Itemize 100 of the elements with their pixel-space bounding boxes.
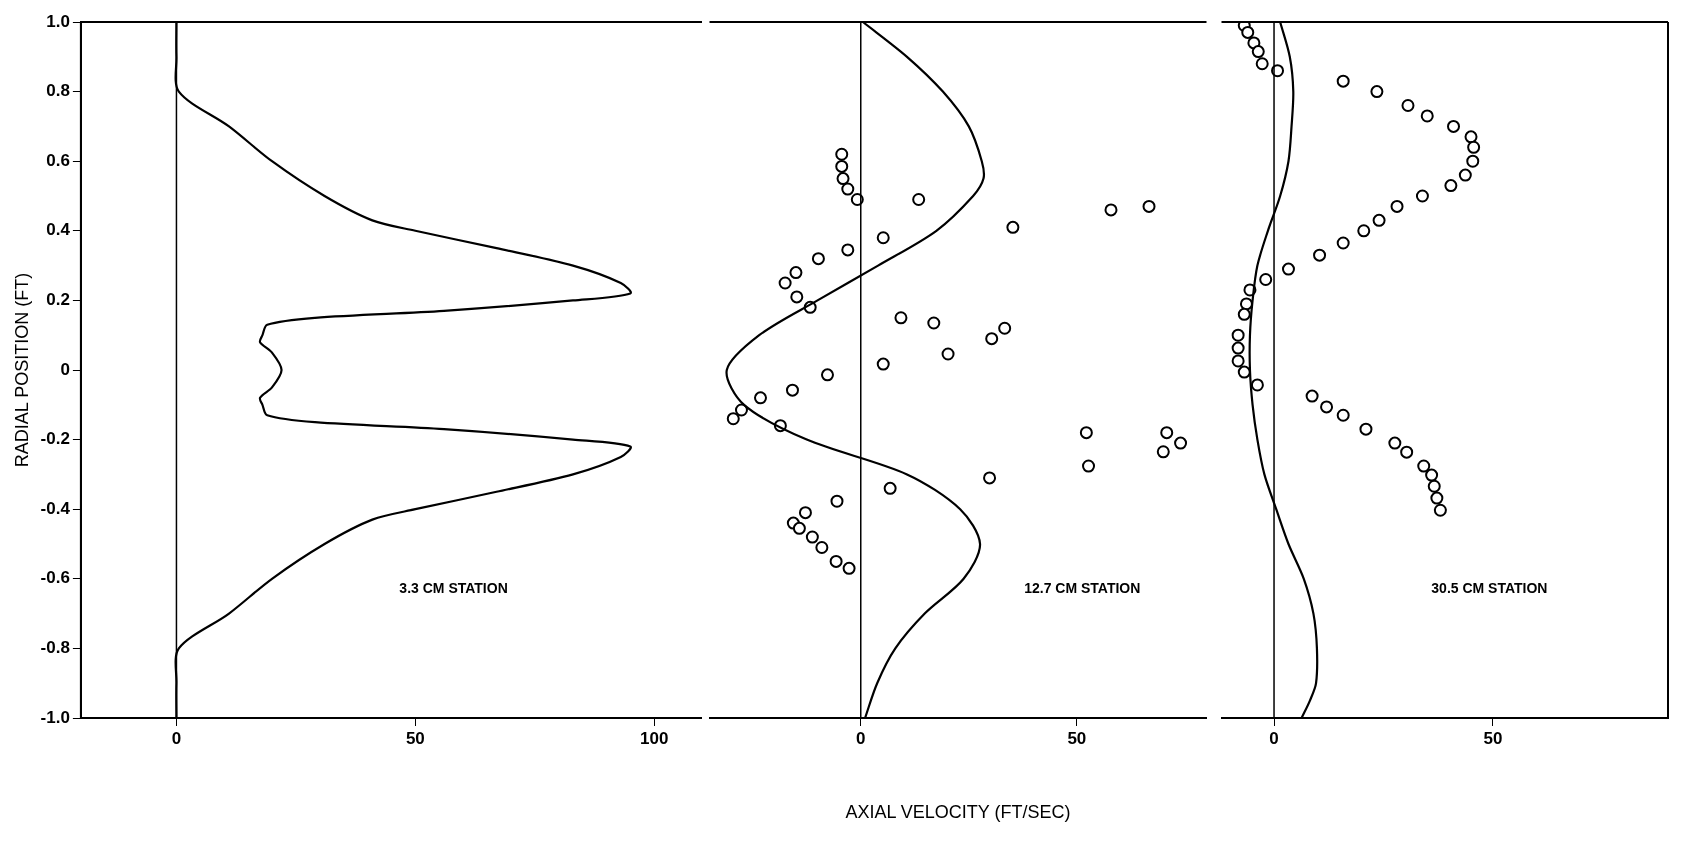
y-axis-title: RADIAL POSITION (FT) (11, 272, 32, 468)
x-tick-label: 50 (1483, 728, 1503, 748)
point (1467, 140, 1481, 154)
point (841, 243, 855, 257)
y-tick-label: 0.4 (46, 220, 71, 240)
point (883, 481, 897, 495)
point (1466, 154, 1480, 168)
point (1336, 236, 1350, 250)
point (1336, 408, 1350, 422)
point (805, 530, 819, 544)
y-tick-label: -1.0 (40, 707, 70, 727)
point (927, 316, 941, 330)
point (1370, 85, 1384, 99)
point (815, 540, 829, 554)
point (941, 347, 955, 361)
point (726, 412, 740, 426)
point (778, 276, 792, 290)
point (1156, 445, 1170, 459)
annotation: 12.7 CM STATION (1024, 579, 1141, 596)
point (1160, 426, 1174, 440)
y-tick-label: 0.6 (46, 150, 70, 170)
y-tick-label: -0.8 (40, 638, 70, 658)
point (1425, 468, 1439, 482)
point (1281, 262, 1295, 276)
point (998, 321, 1012, 335)
point (1372, 213, 1386, 227)
point (734, 403, 748, 417)
point (841, 182, 855, 196)
x-tick-label: 50 (405, 728, 425, 748)
x-tick-label: 0 (856, 728, 866, 748)
point (835, 159, 849, 173)
annotation: 30.5 CM STATION (1431, 579, 1548, 596)
point (912, 192, 926, 206)
point (1433, 503, 1447, 517)
point (1464, 130, 1478, 144)
x-tick-label: 50 (1067, 728, 1087, 748)
point (1420, 109, 1434, 123)
point (1320, 400, 1334, 414)
point (1237, 365, 1251, 379)
y-tick-label: 0.2 (46, 290, 70, 310)
y-tick-label: -0.2 (40, 429, 70, 449)
point (1430, 491, 1444, 505)
point (1401, 99, 1415, 113)
point (1336, 74, 1350, 88)
y-tick-label: 0.8 (46, 81, 70, 101)
x-tick-label: 0 (171, 728, 182, 748)
y-tick-label: 0 (60, 359, 70, 379)
point (1255, 57, 1269, 71)
point (894, 311, 908, 325)
point (785, 383, 799, 397)
point (1006, 220, 1020, 234)
point (1251, 45, 1265, 59)
point (1142, 199, 1156, 213)
y-tick-label: -0.6 (40, 568, 70, 588)
point (1241, 25, 1255, 39)
x-axis-title: AXIAL VELOCITY (FT/SEC) (845, 802, 1071, 823)
point (876, 231, 890, 245)
point (1104, 203, 1118, 217)
point (1357, 224, 1371, 238)
point (1417, 459, 1431, 473)
point (820, 368, 834, 382)
point (842, 561, 856, 575)
point (1174, 436, 1188, 450)
point (876, 357, 890, 371)
point (754, 391, 767, 405)
annotation: 3.3 CM STATION (399, 579, 508, 596)
point (1305, 389, 1319, 403)
point (1390, 199, 1404, 213)
point (829, 554, 843, 568)
point (1444, 179, 1458, 193)
y-tick-label: 1.0 (46, 11, 70, 31)
point (1259, 273, 1273, 287)
point (985, 332, 999, 346)
point (1458, 168, 1472, 182)
point (1231, 354, 1245, 368)
point (1415, 189, 1429, 203)
point (811, 252, 825, 266)
point (792, 521, 806, 535)
y-tick-label: -0.4 (40, 498, 71, 518)
point (1250, 378, 1264, 392)
point (1427, 479, 1441, 493)
point (983, 471, 997, 485)
point (830, 494, 844, 508)
point (1447, 119, 1461, 133)
point (1231, 328, 1245, 342)
point (1079, 426, 1093, 440)
point (835, 147, 849, 161)
point (1237, 307, 1251, 321)
point (1082, 459, 1096, 473)
point (1400, 445, 1414, 459)
point (790, 290, 804, 304)
point (1313, 248, 1327, 262)
x-tick-label: 0 (1269, 728, 1279, 748)
point (1388, 436, 1402, 450)
point (798, 506, 812, 520)
point (836, 172, 850, 186)
x-tick-label: 100 (640, 728, 669, 748)
point (1231, 341, 1245, 355)
point (789, 266, 803, 280)
point (1359, 422, 1373, 436)
